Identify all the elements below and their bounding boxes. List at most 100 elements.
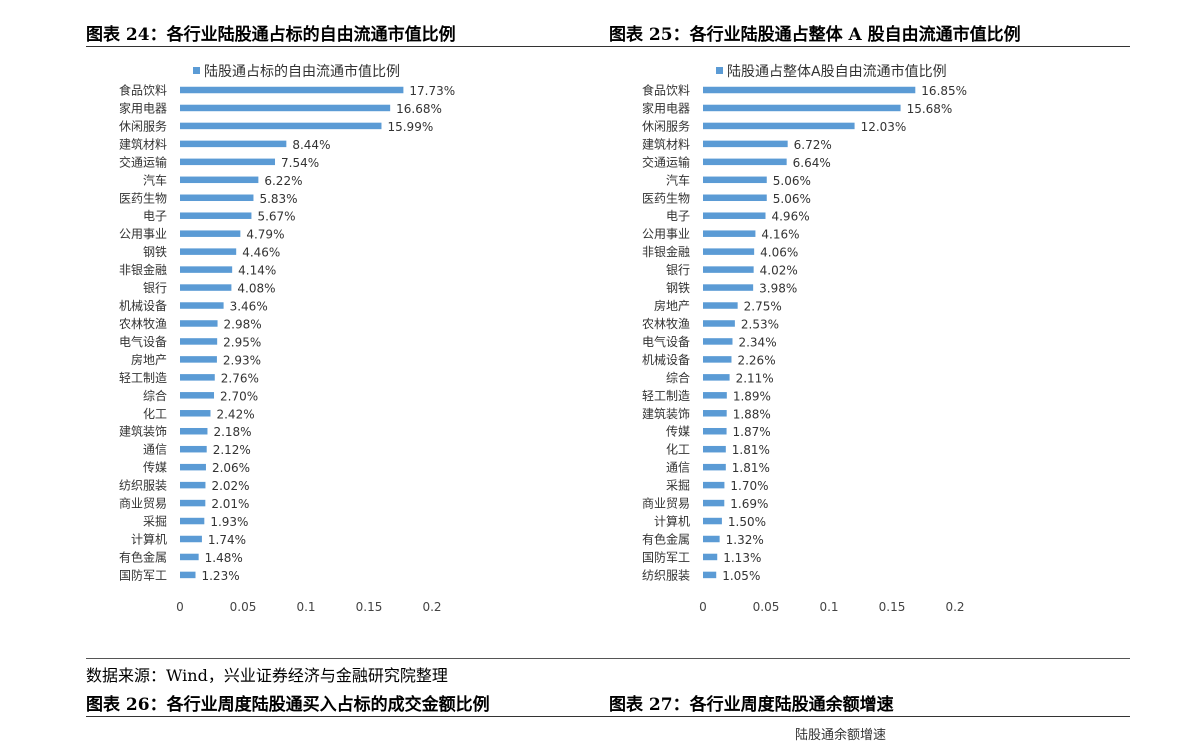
category-label: 有色金属 <box>119 549 167 564</box>
category-label: 家用电器 <box>119 100 167 115</box>
category-label: 交通运输 <box>642 154 690 169</box>
bar <box>180 535 202 543</box>
bar <box>703 427 727 435</box>
bar <box>703 284 754 291</box>
bar <box>703 320 735 327</box>
bar <box>180 266 233 273</box>
source-note: 数据来源：Wind，兴业证券经济与金融研究院整理 <box>86 666 448 685</box>
data-label: 1.74% <box>208 533 246 547</box>
x-tick-label: 0 <box>176 600 184 614</box>
bar <box>180 571 196 579</box>
category-label: 钢铁 <box>666 281 690 295</box>
category-label: 化工 <box>666 443 690 457</box>
data-label: 1.88% <box>733 407 771 421</box>
category-label: 家用电器 <box>642 100 690 115</box>
category-label: 综合 <box>143 388 167 403</box>
bar <box>180 517 205 525</box>
bar <box>703 553 718 561</box>
x-tick-label: 0 <box>699 600 707 614</box>
x-tick-label: 0.05 <box>230 600 257 614</box>
category-label: 建筑装饰 <box>119 424 167 439</box>
bar <box>180 427 208 435</box>
x-tick-label: 0.1 <box>296 600 315 614</box>
category-label: 机械设备 <box>642 352 690 367</box>
bar <box>703 266 754 273</box>
bar <box>180 392 215 399</box>
category-label: 机械设备 <box>119 298 167 313</box>
bar <box>180 176 259 184</box>
data-label: 1.23% <box>201 569 239 583</box>
x-tick-label: 0.05 <box>753 600 780 614</box>
data-label: 2.95% <box>223 335 261 349</box>
category-label: 农林牧渔 <box>642 317 690 331</box>
data-label: 1.50% <box>728 515 766 529</box>
category-label: 建筑装饰 <box>642 406 690 421</box>
bar <box>703 194 767 202</box>
data-label: 2.02% <box>211 479 249 493</box>
data-label: 16.85% <box>921 84 967 98</box>
category-label: 休闲服务 <box>119 118 167 133</box>
bar <box>180 122 382 130</box>
data-label: 2.01% <box>211 497 249 511</box>
category-label: 轻工制造 <box>642 389 690 403</box>
data-label: 1.70% <box>730 479 768 493</box>
category-label: 食品饮料 <box>119 83 167 98</box>
category-label: 轻工制造 <box>119 371 167 385</box>
data-label: 3.46% <box>230 300 268 314</box>
x-tick-label: 0.2 <box>422 600 441 614</box>
category-label: 建筑材料 <box>119 136 167 151</box>
category-label: 国防军工 <box>642 549 690 564</box>
data-label: 1.13% <box>723 551 761 565</box>
data-label: 15.68% <box>907 102 953 116</box>
data-label: 2.06% <box>212 461 250 475</box>
category-label: 通信 <box>666 461 690 475</box>
category-label: 银行 <box>666 263 690 277</box>
category-label: 食品饮料 <box>642 83 690 98</box>
data-label: 6.64% <box>793 156 831 170</box>
bar <box>703 571 717 579</box>
data-label: 2.93% <box>223 353 261 367</box>
bar <box>180 248 237 255</box>
data-label: 2.11% <box>736 371 774 385</box>
category-label: 采掘 <box>143 514 167 529</box>
category-label: 通信 <box>143 443 167 457</box>
bar <box>703 104 901 112</box>
bar <box>703 481 725 489</box>
data-label: 2.12% <box>213 443 251 457</box>
data-label: 4.79% <box>246 228 284 242</box>
bar <box>180 104 391 112</box>
data-label: 16.68% <box>396 102 442 116</box>
data-label: 6.72% <box>794 138 832 152</box>
data-label: 4.96% <box>771 210 809 224</box>
category-label: 非银金融 <box>642 244 690 259</box>
category-label: 房地产 <box>131 352 167 367</box>
data-label: 2.98% <box>224 317 262 331</box>
data-label: 4.16% <box>761 228 799 242</box>
category-label: 纺织服装 <box>642 568 690 582</box>
bar <box>703 230 756 237</box>
bar <box>703 86 916 94</box>
category-label: 交通运输 <box>119 154 167 169</box>
category-label: 国防军工 <box>119 567 167 582</box>
source-divider <box>86 658 1130 659</box>
data-label: 1.93% <box>210 515 248 529</box>
bar <box>703 302 738 309</box>
category-label: 银行 <box>143 281 167 295</box>
category-label: 传媒 <box>143 460 167 475</box>
top-divider <box>86 46 1130 47</box>
category-label: 钢铁 <box>143 245 167 259</box>
category-label: 商业贸易 <box>642 496 690 511</box>
bar <box>703 158 787 166</box>
data-label: 3.98% <box>759 282 797 296</box>
bar <box>703 338 733 345</box>
bar <box>180 356 217 363</box>
data-label: 2.26% <box>737 353 775 367</box>
bar <box>180 481 206 489</box>
legend-swatch <box>193 67 200 74</box>
data-label: 5.67% <box>257 210 295 224</box>
bar <box>180 499 206 507</box>
bar <box>703 535 720 543</box>
bar <box>703 517 722 525</box>
fig27-partial-legend: 陆股通余额增速 <box>795 728 887 743</box>
data-label: 4.46% <box>242 246 280 260</box>
